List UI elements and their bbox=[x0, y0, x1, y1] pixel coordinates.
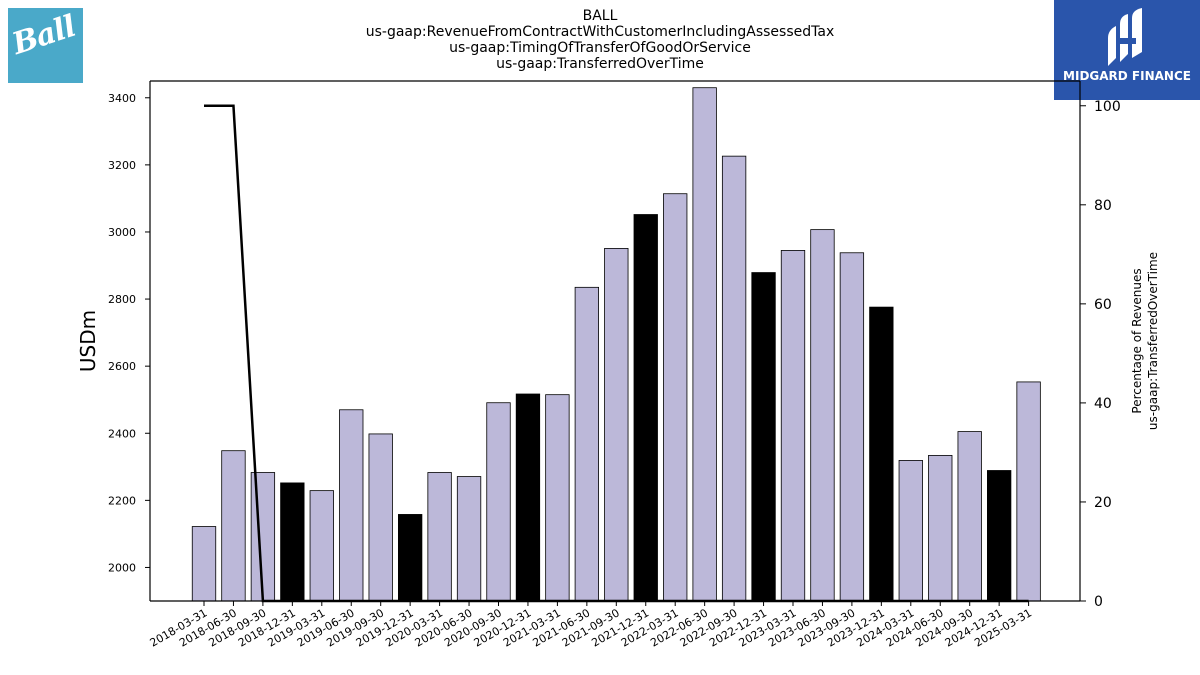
y-axis-label: USDm bbox=[76, 310, 100, 372]
bar-2018-06-30 bbox=[221, 450, 246, 602]
bar-2023-09-30 bbox=[839, 252, 865, 602]
bar-2018-12-31 bbox=[280, 482, 305, 602]
bar-2024-09-30 bbox=[957, 431, 982, 602]
bar-2024-06-30 bbox=[928, 454, 953, 602]
bar-2022-09-30 bbox=[721, 155, 747, 602]
midgard-logo-text: MIDGARD FINANCE bbox=[1063, 69, 1191, 83]
y2-axis-label-line2: us-gaap:TransferredOverTime bbox=[1146, 252, 1160, 430]
midgard-mark-icon bbox=[1108, 8, 1142, 66]
y-tick-label: 2800 bbox=[108, 293, 136, 306]
bar-2019-03-31 bbox=[309, 490, 334, 602]
title-line-axis: us-gaap:TimingOfTransferOfGoodOrService bbox=[449, 40, 751, 56]
bar-2022-03-31 bbox=[663, 193, 688, 602]
bar-2019-12-31 bbox=[397, 514, 423, 602]
bar-2020-03-31 bbox=[427, 472, 452, 602]
title-line-company: BALL bbox=[582, 8, 618, 24]
y-tick-label: 2600 bbox=[108, 360, 136, 373]
bar-2021-03-31 bbox=[545, 394, 570, 602]
bar-2024-12-31 bbox=[987, 470, 1012, 602]
title-line-member: us-gaap:TransferredOverTime bbox=[496, 56, 704, 72]
bar-2020-12-31 bbox=[515, 393, 541, 602]
y2-tick-label: 0 bbox=[1094, 594, 1103, 610]
y2-tick-label: 60 bbox=[1094, 297, 1112, 313]
bar-2024-03-31 bbox=[898, 460, 923, 602]
bar-2021-09-30 bbox=[604, 248, 629, 602]
bar-2022-12-31 bbox=[751, 272, 776, 602]
y2-tick-label: 80 bbox=[1094, 198, 1112, 214]
bar-2020-09-30 bbox=[486, 402, 511, 602]
ball-logo: Ball bbox=[8, 8, 83, 83]
y2-tick-label: 40 bbox=[1094, 396, 1112, 412]
y-tick-label: 2400 bbox=[108, 427, 136, 440]
bar-2023-06-30 bbox=[810, 229, 835, 602]
bar-2021-06-30 bbox=[574, 286, 599, 602]
y-tick-label: 3400 bbox=[108, 92, 136, 105]
title-line-concept: us-gaap:RevenueFromContractWithCustomerI… bbox=[365, 24, 835, 40]
bar-2020-06-30 bbox=[456, 476, 482, 602]
midgard-finance-logo: MIDGARD FINANCE bbox=[1054, 0, 1200, 100]
bar-2021-12-31 bbox=[633, 214, 658, 602]
y-tick-label: 3000 bbox=[108, 226, 136, 239]
bar-2022-06-30 bbox=[692, 87, 717, 602]
y-tick-label: 2200 bbox=[108, 494, 136, 507]
bar-2023-03-31 bbox=[780, 250, 806, 602]
bar-2019-09-30 bbox=[368, 433, 393, 602]
y-tick-label: 3200 bbox=[108, 159, 136, 172]
y2-axis-label-line1: Percentage of Revenues bbox=[1130, 268, 1144, 413]
bar-2023-12-31 bbox=[869, 306, 894, 602]
bar-2025-03-31 bbox=[1016, 381, 1041, 602]
y-tick-label: 2000 bbox=[108, 561, 136, 574]
y2-tick-label: 20 bbox=[1094, 495, 1112, 511]
bar-2019-06-30 bbox=[339, 409, 364, 602]
y2-tick-label: 100 bbox=[1094, 99, 1121, 115]
bar-2018-03-31 bbox=[191, 526, 217, 602]
